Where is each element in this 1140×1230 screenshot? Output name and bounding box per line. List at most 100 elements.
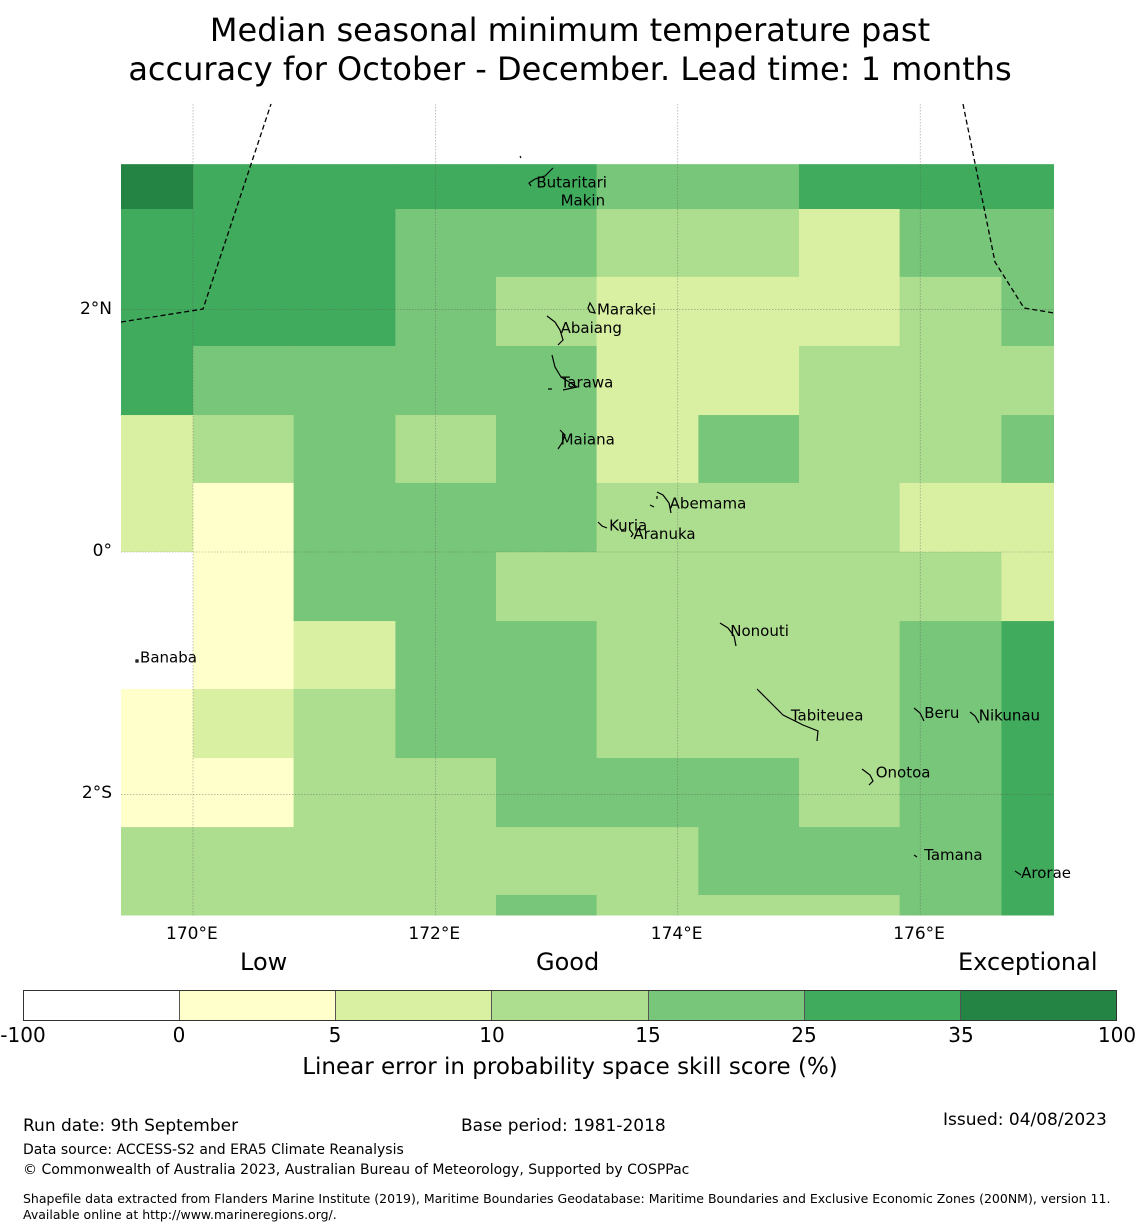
island-label: Banaba xyxy=(140,648,197,666)
island-label: Onotoa xyxy=(876,764,931,782)
skill-cell xyxy=(799,688,901,759)
colorbar-swatch xyxy=(24,991,181,1020)
skill-cell xyxy=(596,621,699,690)
skill-cell xyxy=(899,482,1002,553)
colorbar-tick: 35 xyxy=(948,1023,974,1047)
skill-cell xyxy=(799,415,901,484)
skill-cell xyxy=(496,415,598,484)
skill-cell xyxy=(395,621,497,690)
skill-cell xyxy=(121,552,194,622)
skill-cell xyxy=(293,276,396,347)
skill-cell xyxy=(899,894,1002,916)
coast-aranuka xyxy=(621,529,634,538)
skill-cell xyxy=(121,621,194,690)
skill-cell xyxy=(1001,482,1055,553)
skill-cell xyxy=(293,482,396,553)
skill-cell xyxy=(121,209,194,278)
skill-cell xyxy=(496,894,598,916)
island-coastlines xyxy=(135,155,1022,876)
skill-cell xyxy=(496,688,598,759)
coast-butaritari xyxy=(528,167,554,187)
data-source: Data source: ACCESS-S2 and ERA5 Climate … xyxy=(23,1142,404,1158)
skill-cell xyxy=(899,758,1002,828)
skill-cell xyxy=(395,415,497,484)
skill-cell xyxy=(698,164,800,210)
island-label: Makin xyxy=(561,192,606,210)
skill-cell xyxy=(596,345,699,416)
skill-cell xyxy=(293,758,396,828)
skill-cell xyxy=(395,164,497,210)
colorbar-tick: 0 xyxy=(172,1023,186,1047)
skill-cell xyxy=(293,827,396,896)
skill-cell xyxy=(193,276,295,347)
skill-cell xyxy=(193,894,295,916)
skill-cell xyxy=(899,621,1002,690)
coast-tabiteuea xyxy=(756,688,819,742)
base-period: Base period: 1981-2018 xyxy=(461,1116,666,1136)
latitude-tick-label: 2°N xyxy=(79,298,112,319)
coast-nonouti xyxy=(719,622,737,647)
skill-cell xyxy=(698,415,800,484)
skill-cell xyxy=(1001,894,1055,916)
skill-cell xyxy=(698,688,800,759)
skill-cell xyxy=(193,482,295,553)
skill-cell xyxy=(799,482,901,553)
skill-cell xyxy=(698,758,800,828)
coast-abaiang xyxy=(546,315,564,346)
skill-cell xyxy=(799,621,901,690)
latitude-tick-label: 2°S xyxy=(81,783,112,804)
run-date: Run date: 9th September xyxy=(23,1116,239,1136)
skill-cell xyxy=(596,894,699,916)
island-label: Arorae xyxy=(1021,864,1071,882)
skill-cell xyxy=(1001,688,1055,759)
skill-cell xyxy=(293,345,396,416)
skill-cell xyxy=(1001,164,1055,210)
skill-cell xyxy=(799,209,901,278)
skill-cell xyxy=(193,415,295,484)
skill-cell xyxy=(395,345,497,416)
skill-cell xyxy=(899,552,1002,622)
skill-cell xyxy=(596,552,699,622)
island-label: Abemama xyxy=(670,495,747,513)
skill-cell xyxy=(496,209,598,278)
skill-cell xyxy=(121,688,194,759)
skill-cell xyxy=(899,209,1002,278)
skill-cell xyxy=(293,552,396,622)
skill-cell xyxy=(395,482,497,553)
skill-cell xyxy=(121,827,194,896)
skill-cell xyxy=(1001,345,1055,416)
coast-abemama xyxy=(649,491,672,514)
skill-cell xyxy=(698,209,800,278)
skill-cell xyxy=(293,894,396,916)
colorbar-category-good: Good xyxy=(536,948,600,976)
skill-cell xyxy=(496,345,598,416)
colorbar-category-exceptional: Exceptional xyxy=(958,948,1098,976)
skill-cell xyxy=(799,827,901,896)
skill-cell xyxy=(193,827,295,896)
colorbar-label: Linear error in probability space skill … xyxy=(302,1054,838,1080)
skill-cell xyxy=(698,345,800,416)
skill-cell xyxy=(1001,827,1055,896)
skill-cell xyxy=(496,164,598,210)
island-label: Nikunau xyxy=(979,707,1040,725)
skill-cell xyxy=(496,758,598,828)
skill-cell xyxy=(121,164,194,210)
skill-cell xyxy=(799,894,901,916)
skill-cell xyxy=(698,482,800,553)
skill-cell xyxy=(596,482,699,553)
skill-cell xyxy=(496,552,598,622)
skill-cell xyxy=(121,415,194,484)
coast-banaba xyxy=(135,659,139,663)
skill-cell xyxy=(395,552,497,622)
skill-cell xyxy=(193,758,295,828)
island-label: Aranuka xyxy=(633,525,695,543)
skill-cell xyxy=(121,345,194,416)
skill-cell xyxy=(193,345,295,416)
island-label: Tabiteuea xyxy=(790,707,864,725)
island-label: Butaritari xyxy=(536,173,607,191)
skill-cell xyxy=(799,345,901,416)
skill-cell xyxy=(596,164,699,210)
colorbar-swatch xyxy=(180,991,337,1020)
